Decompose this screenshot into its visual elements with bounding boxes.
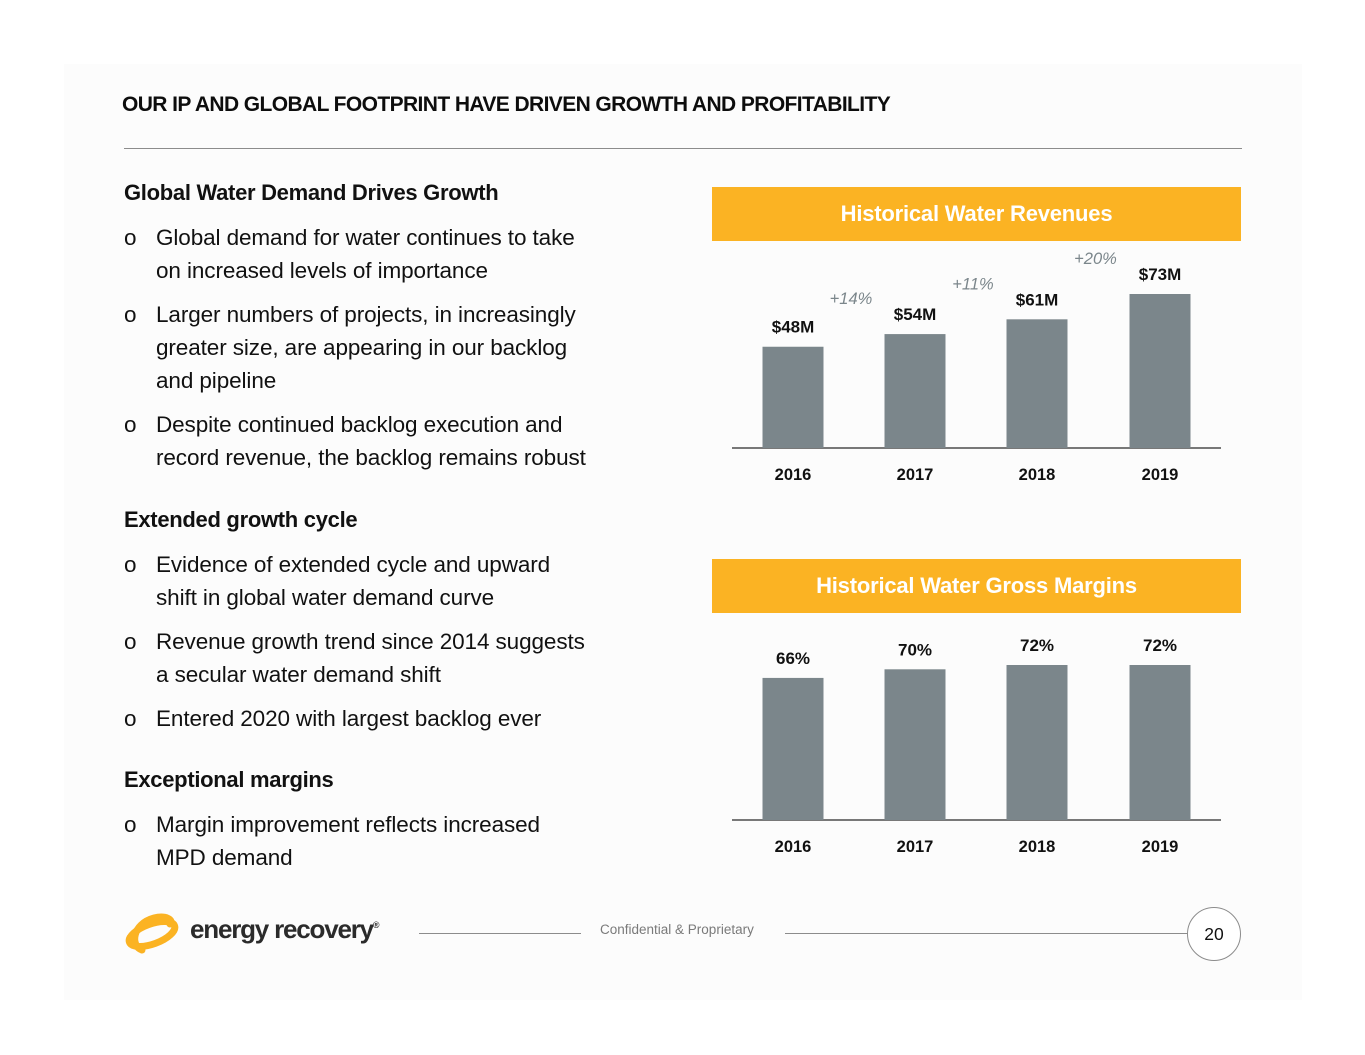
bullet-circle-icon: o bbox=[124, 225, 137, 250]
bullet-circle-icon: o bbox=[124, 812, 137, 837]
x-tick-label: 2019 bbox=[1142, 466, 1179, 484]
x-tick-label: 2018 bbox=[1019, 838, 1056, 856]
bullet-text-line: and pipeline bbox=[156, 368, 277, 393]
bullet-circle-icon: o bbox=[124, 302, 137, 327]
section-heading: Extended growth cycle bbox=[124, 507, 358, 532]
value-label: $48M bbox=[772, 318, 815, 337]
bullet-circle-icon: o bbox=[124, 412, 137, 437]
value-label: 72% bbox=[1020, 636, 1054, 655]
revenue-chart: $48M 2016 $54M 2017 $61M 2018 $73M 2019 +14% +11%… bbox=[732, 250, 1221, 484]
value-label: $54M bbox=[894, 305, 937, 324]
growth-label: +14% bbox=[830, 290, 873, 308]
value-label: 72% bbox=[1143, 636, 1177, 655]
bar-2018 bbox=[1006, 319, 1068, 448]
section-heading: Exceptional margins bbox=[124, 767, 334, 792]
bar-2019 bbox=[1129, 665, 1191, 820]
x-tick-label: 2019 bbox=[1142, 838, 1179, 856]
margin-chart: 66% 2016 70% 2017 72% 2018 72% 2019 bbox=[732, 636, 1221, 856]
registered-mark: ® bbox=[372, 920, 380, 930]
logo-wordmark: energy recovery® bbox=[190, 914, 380, 945]
bullet-text-line: shift in global water demand curve bbox=[156, 585, 495, 610]
value-label: 66% bbox=[776, 649, 810, 668]
x-tick-label: 2016 bbox=[775, 838, 812, 856]
section-heading: Global Water Demand Drives Growth bbox=[124, 180, 499, 205]
x-tick-label: 2017 bbox=[897, 838, 934, 856]
bullet-text-line: record revenue, the backlog remains robu… bbox=[156, 445, 586, 470]
logo-text: energy recovery bbox=[190, 914, 374, 944]
bullet-text-line: a secular water demand shift bbox=[156, 662, 441, 687]
bullet-circle-icon: o bbox=[124, 552, 137, 577]
bullet-circle-icon: o bbox=[124, 629, 137, 654]
bar-2018 bbox=[1006, 665, 1068, 820]
bullet-text-line: Revenue growth trend since 2014 suggests bbox=[156, 629, 585, 654]
bullet-text-line: MPD demand bbox=[156, 845, 293, 870]
x-tick-label: 2017 bbox=[897, 466, 934, 484]
value-label: $73M bbox=[1139, 265, 1182, 284]
bar-2017 bbox=[884, 334, 946, 448]
bar-2019 bbox=[1129, 294, 1191, 448]
margin-chart-title: Historical Water Gross Margins bbox=[712, 559, 1241, 613]
growth-label: +11% bbox=[952, 275, 993, 293]
bullet-text-line: on increased levels of importance bbox=[156, 258, 488, 283]
growth-label: +20% bbox=[1074, 250, 1117, 268]
footer-rule-right bbox=[785, 933, 1187, 934]
bullet-circle-icon: o bbox=[124, 706, 137, 731]
page-number: 20 bbox=[1187, 907, 1241, 961]
bullet-text-line: Larger numbers of projects, in increasin… bbox=[156, 302, 576, 327]
bar-2016 bbox=[762, 677, 824, 820]
value-label: $61M bbox=[1016, 290, 1059, 309]
footer-rule-left bbox=[419, 933, 581, 934]
bullet-text-line: greater size, are appearing in our backl… bbox=[156, 335, 568, 360]
slide-title: OUR IP AND GLOBAL FOOTPRINT HAVE DRIVEN … bbox=[122, 93, 891, 116]
title-divider bbox=[124, 148, 1242, 149]
x-tick-label: 2016 bbox=[775, 466, 812, 484]
bullet-text-line: Global demand for water continues to tak… bbox=[156, 225, 575, 250]
bullet-text-line: Evidence of extended cycle and upward bbox=[156, 552, 551, 577]
bullet-text-line: Despite continued backlog execution and bbox=[156, 412, 563, 437]
confidential-label: Confidential & Proprietary bbox=[600, 922, 754, 937]
energy-recovery-logo: energy recovery® bbox=[122, 910, 392, 958]
swirl-logo-icon bbox=[125, 913, 179, 954]
bullet-text-line: Entered 2020 with largest backlog ever bbox=[156, 706, 542, 731]
bar-2017 bbox=[884, 669, 946, 820]
bullet-text-line: Margin improvement reflects increased bbox=[156, 812, 540, 837]
value-label: 70% bbox=[898, 640, 932, 659]
revenue-chart-title: Historical Water Revenues bbox=[712, 187, 1241, 241]
x-tick-label: 2018 bbox=[1019, 466, 1056, 484]
bar-2016 bbox=[762, 346, 824, 448]
